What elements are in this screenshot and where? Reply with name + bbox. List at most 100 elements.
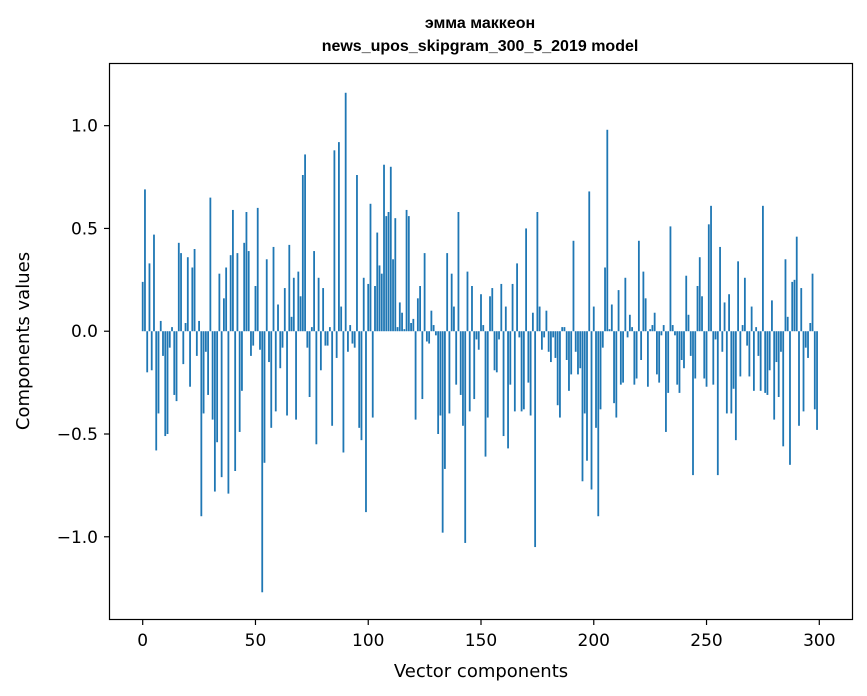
- bar-component-213: [622, 331, 624, 383]
- bar-component-195: [581, 331, 584, 482]
- bar-component-19: [184, 323, 187, 332]
- bar-component-67: [292, 277, 295, 332]
- bar-component-36: [222, 298, 225, 332]
- bar-component-51: [256, 207, 259, 332]
- bar-component-197: [586, 331, 588, 461]
- plot-area-frame: [108, 62, 854, 621]
- bar-component-293: [802, 331, 805, 412]
- bar-component-107: [383, 164, 385, 332]
- bar-component-225: [649, 329, 652, 332]
- bar-component-52: [259, 331, 261, 350]
- bar-component-44: [241, 331, 243, 391]
- bar-component-158: [498, 331, 500, 340]
- bar-component-141: [459, 331, 462, 395]
- bar-component-246: [696, 286, 699, 332]
- bar-component-104: [376, 232, 379, 332]
- bar-component-272: [755, 327, 758, 332]
- bar-component-153: [486, 331, 489, 418]
- bar-component-115: [401, 312, 403, 332]
- y-tick-label: −1.0: [57, 528, 98, 548]
- bar-component-274: [759, 331, 762, 391]
- y-axis-label: Components values: [13, 252, 34, 430]
- bar-component-288: [791, 281, 794, 332]
- bar-component-285: [784, 259, 787, 332]
- bar-component-207: [608, 329, 611, 332]
- bar-component-277: [766, 331, 769, 395]
- bar-component-290: [795, 236, 798, 332]
- bar-component-236: [674, 331, 676, 336]
- y-tick-label: 0.0: [71, 322, 98, 342]
- bar-component-185: [559, 331, 561, 418]
- bar-component-92: [349, 325, 352, 332]
- bar-component-241: [685, 275, 688, 332]
- bar-component-251: [707, 224, 710, 332]
- bar-component-275: [762, 205, 764, 332]
- bar-component-255: [716, 331, 719, 476]
- bar-component-114: [398, 302, 401, 332]
- chart-subtitle: news_upos_skipgram_300_5_2019 model: [322, 38, 639, 55]
- bar-component-64: [286, 331, 288, 416]
- bar-component-7: [157, 331, 160, 414]
- bar-component-55: [265, 259, 268, 332]
- bar-component-271: [752, 331, 755, 391]
- bar-component-17: [180, 253, 182, 332]
- bar-component-97: [360, 331, 363, 441]
- bar-component-45: [243, 242, 246, 332]
- bar-component-72: [304, 154, 306, 332]
- bar-component-27: [202, 331, 205, 414]
- bar-component-130: [434, 331, 437, 336]
- bar-component-230: [660, 331, 663, 336]
- bar-component-126: [425, 331, 428, 342]
- bar-component-5: [153, 234, 155, 332]
- x-tick-label: 300: [803, 631, 835, 651]
- bar-component-182: [552, 331, 555, 338]
- bar-component-9: [162, 331, 164, 356]
- bar-component-74: [308, 331, 311, 397]
- bar-component-205: [604, 267, 606, 332]
- bar-component-279: [771, 300, 773, 332]
- bar-component-226: [651, 325, 654, 332]
- bar-component-297: [811, 273, 814, 332]
- bar-component-268: [746, 331, 749, 346]
- bar-component-118: [407, 216, 410, 332]
- bar-component-298: [813, 331, 816, 410]
- bar-component-261: [730, 331, 733, 414]
- bar-component-217: [631, 327, 633, 332]
- bar-component-281: [775, 331, 778, 363]
- bar-component-284: [782, 331, 785, 447]
- bar-component-124: [421, 331, 424, 400]
- bar-component-133: [441, 331, 444, 533]
- bar-component-12: [168, 331, 171, 348]
- bar-component-85: [333, 150, 336, 332]
- bar-component-263: [734, 331, 737, 441]
- bar-component-276: [764, 331, 767, 393]
- bar-component-87: [338, 142, 340, 332]
- bar-component-223: [644, 298, 647, 332]
- bar-component-80: [322, 288, 325, 332]
- bar-component-35: [220, 331, 223, 478]
- y-axis-ticks: −1.0 −0.5 0.0 0.5 1.0: [57, 117, 110, 548]
- bar-component-120: [412, 318, 415, 332]
- bar-component-54: [263, 331, 266, 463]
- bar-component-103: [374, 286, 376, 332]
- bar-component-267: [743, 277, 746, 332]
- bar-component-204: [601, 331, 604, 348]
- bar-component-102: [371, 331, 374, 418]
- bar-component-29: [207, 331, 209, 395]
- bar-component-299: [816, 331, 818, 430]
- bar-component-84: [331, 331, 334, 426]
- x-tick-label: 150: [465, 631, 497, 651]
- bar-component-188: [565, 331, 568, 360]
- bar-component-60: [277, 304, 279, 332]
- bar-component-165: [513, 331, 516, 412]
- bar-component-25: [198, 320, 200, 332]
- bar-component-219: [635, 331, 638, 379]
- x-tick-label: 0: [137, 631, 148, 651]
- bar-component-98: [362, 277, 365, 332]
- bar-component-264: [737, 261, 739, 332]
- bar-component-240: [683, 331, 685, 369]
- bar-component-53: [261, 331, 264, 593]
- bar-component-125: [423, 253, 426, 332]
- bar-component-13: [171, 327, 173, 332]
- bar-component-2: [146, 331, 149, 373]
